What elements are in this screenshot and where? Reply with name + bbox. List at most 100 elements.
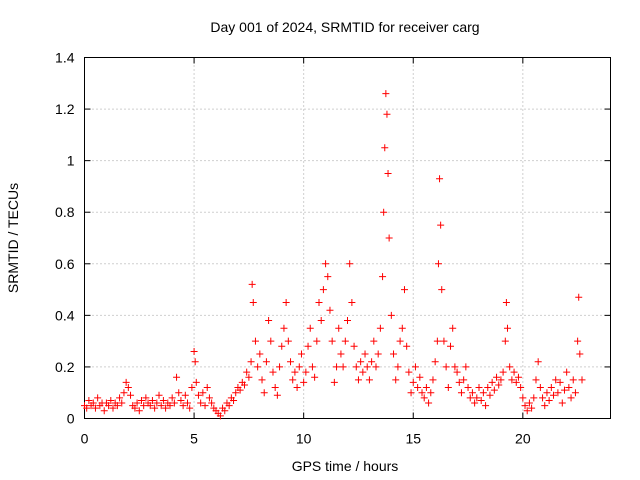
data-point xyxy=(197,399,205,407)
data-point xyxy=(554,389,562,397)
data-point xyxy=(519,394,527,402)
data-point xyxy=(365,376,373,384)
data-point xyxy=(240,381,248,389)
y-tick-label: 0 xyxy=(67,411,75,427)
data-points xyxy=(81,90,586,420)
data-point xyxy=(405,368,413,376)
data-point xyxy=(335,324,343,332)
data-point xyxy=(488,378,496,386)
data-point xyxy=(530,394,538,402)
data-point xyxy=(440,337,448,345)
data-point xyxy=(339,363,347,371)
data-point xyxy=(326,306,334,314)
data-point xyxy=(315,298,323,306)
data-point xyxy=(190,347,198,355)
data-point xyxy=(455,378,463,386)
data-point xyxy=(91,404,99,412)
data-point xyxy=(484,384,492,392)
data-point xyxy=(359,368,367,376)
data-point xyxy=(385,234,393,242)
data-point xyxy=(376,324,384,332)
data-point xyxy=(464,384,472,392)
x-tick-label: 20 xyxy=(515,431,531,447)
data-point xyxy=(181,391,189,399)
data-point xyxy=(506,363,514,371)
data-point xyxy=(453,368,461,376)
data-point xyxy=(394,363,402,371)
data-point xyxy=(306,324,314,332)
y-tick-label: 0.2 xyxy=(55,359,75,375)
data-point xyxy=(357,358,365,366)
data-point xyxy=(188,384,196,392)
data-point xyxy=(232,389,240,397)
data-point xyxy=(569,376,577,384)
data-point xyxy=(416,373,424,381)
data-point xyxy=(477,396,485,404)
data-point xyxy=(363,363,371,371)
data-point xyxy=(501,337,509,345)
data-point xyxy=(155,391,163,399)
data-point xyxy=(434,260,442,268)
data-point xyxy=(576,350,584,358)
data-point xyxy=(199,389,207,397)
data-point xyxy=(317,317,325,325)
data-point xyxy=(116,394,124,402)
data-point xyxy=(574,337,582,345)
data-point xyxy=(392,376,400,384)
data-point xyxy=(289,376,297,384)
y-tick-label: 1 xyxy=(67,153,75,169)
data-point xyxy=(135,407,143,415)
data-point xyxy=(319,286,327,294)
data-point xyxy=(556,378,564,386)
data-point xyxy=(308,363,316,371)
data-point xyxy=(122,378,130,386)
data-point xyxy=(374,350,382,358)
data-point xyxy=(361,350,369,358)
data-point xyxy=(186,404,194,412)
data-point xyxy=(578,376,586,384)
data-point xyxy=(499,368,507,376)
data-point xyxy=(451,363,459,371)
data-point xyxy=(372,363,380,371)
data-point xyxy=(184,399,192,407)
data-point xyxy=(444,384,452,392)
data-point xyxy=(153,399,161,407)
data-point xyxy=(449,324,457,332)
data-point xyxy=(422,384,430,392)
data-point xyxy=(379,273,387,281)
data-point xyxy=(333,363,341,371)
x-tick-label: 0 xyxy=(81,431,89,447)
data-point xyxy=(429,376,437,384)
data-point xyxy=(258,376,266,384)
data-point xyxy=(431,358,439,366)
data-point xyxy=(368,358,376,366)
data-point xyxy=(100,407,108,415)
y-tick-label: 0.8 xyxy=(55,204,75,220)
data-point xyxy=(563,368,571,376)
data-point xyxy=(512,378,520,386)
data-point xyxy=(411,363,419,371)
y-tick-label: 1.2 xyxy=(55,101,75,117)
data-point xyxy=(251,337,259,345)
data-point xyxy=(271,384,279,392)
data-point xyxy=(322,260,330,268)
data-point xyxy=(545,396,553,404)
data-point xyxy=(221,407,229,415)
data-point xyxy=(420,394,428,402)
data-point xyxy=(256,350,264,358)
data-point xyxy=(400,286,408,294)
data-point xyxy=(179,402,187,410)
data-point xyxy=(302,368,310,376)
data-point xyxy=(205,394,213,402)
data-point xyxy=(173,373,181,381)
data-point xyxy=(525,399,533,407)
data-point xyxy=(495,381,503,389)
data-point xyxy=(550,391,558,399)
data-point xyxy=(460,376,468,384)
data-point xyxy=(536,384,544,392)
data-point xyxy=(382,90,390,98)
data-point xyxy=(230,396,238,404)
data-point xyxy=(243,368,251,376)
data-point xyxy=(328,337,336,345)
data-point xyxy=(502,298,510,306)
